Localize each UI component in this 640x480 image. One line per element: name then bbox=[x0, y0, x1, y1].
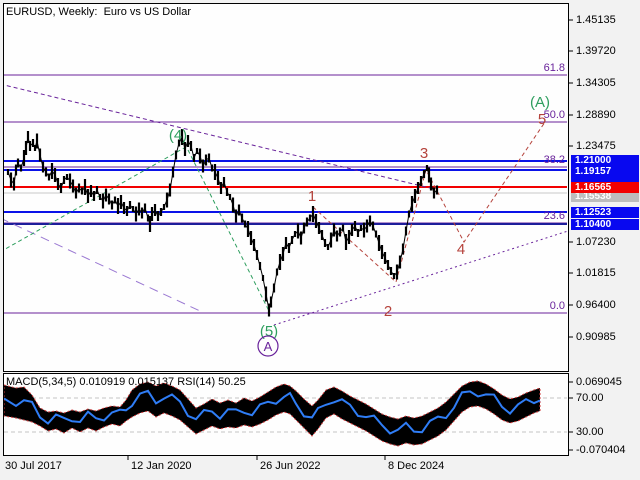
trend-line[interactable] bbox=[0, 147, 185, 252]
wave-label-green-(5)[interactable]: (5) bbox=[260, 323, 278, 340]
price-level-box bbox=[571, 172, 639, 184]
price-axis-label: 1.07230 bbox=[576, 236, 616, 248]
wave-label-green-(4)[interactable]: (4) bbox=[169, 127, 187, 144]
trend-line[interactable] bbox=[187, 149, 271, 314]
price-level-box: 1.10400 bbox=[571, 218, 639, 230]
price-axis-label: 1.01815 bbox=[576, 267, 616, 279]
wave-label-green-(A)[interactable]: (A) bbox=[530, 94, 550, 111]
fib-label-61.8: 61.8 bbox=[544, 62, 565, 74]
rsi-line bbox=[4, 389, 541, 435]
indicator-label: MACD(5,34,5) 0.010919 0.015137 RSI(14) 5… bbox=[6, 376, 246, 388]
indicator-axis-label: -0.070404 bbox=[576, 444, 626, 456]
indicator-axis-label: 70.00 bbox=[576, 392, 604, 404]
wave-label-red-5[interactable]: 5 bbox=[538, 111, 546, 128]
trend-line[interactable] bbox=[0, 218, 201, 312]
wave-label-red-1[interactable]: 1 bbox=[308, 188, 316, 205]
chart-title: EURUSD, Weekly: Euro vs US Dollar bbox=[6, 6, 192, 18]
price-level-box: 1.12523 bbox=[571, 206, 639, 218]
main-chart-layer: 1 2 3 4 5 (4) (5) (A) A 61.8 50.0 38.2 23.6 0.0 bbox=[0, 62, 568, 357]
price-level-box: 1.16565 bbox=[571, 181, 639, 193]
wave-label-red-3[interactable]: 3 bbox=[420, 145, 428, 162]
price-axis-label: 1.39720 bbox=[576, 45, 616, 57]
price-axis-label: 1.23475 bbox=[576, 140, 616, 152]
price-axis-label: 0.96400 bbox=[576, 299, 616, 311]
wave-label-red-4[interactable]: 4 bbox=[457, 241, 465, 258]
price-level-box: 1.19157 bbox=[571, 165, 639, 177]
macd-histogram-area bbox=[4, 380, 541, 447]
date-axis-label: 26 Jun 2022 bbox=[260, 460, 321, 472]
fib-label-38.2: 38.2 bbox=[544, 154, 565, 166]
indicator-axis-label: 0.069045 bbox=[576, 376, 622, 388]
price-axis-label: 0.90985 bbox=[576, 331, 616, 343]
price-axis-label: 1.34305 bbox=[576, 77, 616, 89]
date-axis-label: 8 Dec 2024 bbox=[388, 460, 445, 472]
circled-a-marker[interactable] bbox=[257, 335, 279, 357]
trend-line[interactable] bbox=[312, 121, 546, 283]
axis-ticks-layer bbox=[127, 19, 573, 460]
fib-label-23.6: 23.6 bbox=[544, 210, 565, 222]
fib-label-50.0: 50.0 bbox=[544, 109, 565, 121]
price-path bbox=[7, 135, 438, 311]
fib-label-0.0: 0.0 bbox=[550, 300, 565, 312]
date-axis-label: 12 Jan 2020 bbox=[131, 460, 192, 472]
price-axis-label: 1.45135 bbox=[576, 14, 616, 26]
indicator-layer bbox=[4, 380, 567, 447]
wave-label-red-2[interactable]: 2 bbox=[384, 303, 392, 320]
price-axis-label: 1.28890 bbox=[576, 109, 616, 121]
circled-a-label: A bbox=[264, 339, 273, 354]
trend-line[interactable] bbox=[0, 84, 431, 189]
date-axis-label: 30 Jul 2017 bbox=[5, 460, 62, 472]
trend-line[interactable] bbox=[273, 230, 568, 326]
price-level-box: 1.15538 bbox=[571, 190, 639, 202]
indicator-axis-label: 30.00 bbox=[576, 426, 604, 438]
price-level-box: 1.21000 bbox=[571, 154, 639, 166]
